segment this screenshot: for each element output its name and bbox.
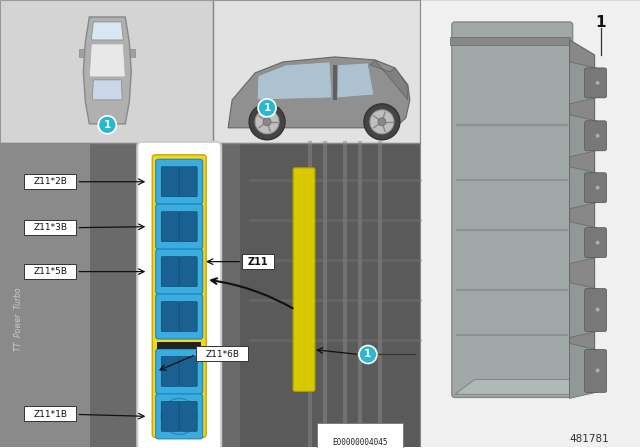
Polygon shape (257, 62, 332, 100)
Text: Z11*5B: Z11*5B (33, 267, 67, 276)
FancyBboxPatch shape (156, 159, 203, 204)
Bar (79, 49, 84, 57)
Circle shape (161, 398, 197, 435)
Text: 1: 1 (364, 349, 372, 359)
FancyBboxPatch shape (137, 142, 221, 448)
Circle shape (99, 116, 116, 134)
FancyBboxPatch shape (179, 357, 197, 387)
FancyBboxPatch shape (179, 302, 197, 332)
Bar (1, 143, 420, 448)
Polygon shape (570, 40, 595, 394)
Bar (420, 0, 639, 448)
Circle shape (596, 186, 600, 190)
Polygon shape (83, 17, 131, 124)
Text: Z11*1B: Z11*1B (33, 410, 67, 419)
Bar (1, 143, 90, 448)
FancyBboxPatch shape (584, 289, 607, 332)
FancyBboxPatch shape (179, 167, 197, 197)
Text: 1: 1 (104, 120, 111, 130)
FancyBboxPatch shape (161, 212, 179, 241)
Bar (1, 0, 213, 143)
Polygon shape (92, 80, 122, 100)
FancyBboxPatch shape (584, 173, 607, 202)
Bar (333, 65, 337, 100)
Circle shape (370, 110, 394, 134)
Circle shape (596, 81, 600, 85)
Polygon shape (570, 62, 605, 104)
Polygon shape (337, 63, 374, 98)
FancyBboxPatch shape (156, 294, 203, 339)
Text: Z11: Z11 (248, 257, 268, 267)
Text: EO0000004045: EO0000004045 (332, 438, 388, 447)
Bar (450, 37, 570, 45)
Circle shape (255, 110, 279, 134)
Bar (240, 143, 420, 448)
Text: Z11*6B: Z11*6B (205, 350, 239, 359)
Circle shape (596, 134, 600, 138)
FancyBboxPatch shape (179, 212, 197, 241)
FancyBboxPatch shape (161, 401, 179, 431)
Circle shape (596, 308, 600, 311)
Circle shape (263, 118, 271, 126)
Circle shape (258, 99, 276, 117)
Circle shape (364, 104, 400, 140)
Bar (24, 263, 76, 279)
Bar (1, 143, 420, 448)
Polygon shape (228, 57, 410, 128)
Bar (24, 174, 76, 189)
FancyBboxPatch shape (156, 349, 203, 394)
Text: 1: 1 (264, 103, 271, 113)
Bar (242, 254, 274, 269)
Polygon shape (570, 167, 605, 209)
Polygon shape (570, 283, 605, 337)
Circle shape (596, 241, 600, 245)
Bar (213, 0, 420, 143)
FancyBboxPatch shape (156, 394, 203, 439)
Bar (24, 220, 76, 235)
FancyBboxPatch shape (179, 401, 197, 431)
Bar (24, 406, 76, 422)
Polygon shape (92, 22, 124, 40)
Text: 481781: 481781 (570, 435, 609, 444)
FancyBboxPatch shape (452, 22, 573, 397)
Polygon shape (570, 344, 605, 398)
FancyBboxPatch shape (584, 228, 607, 258)
FancyBboxPatch shape (584, 121, 607, 151)
FancyBboxPatch shape (584, 349, 607, 392)
FancyBboxPatch shape (161, 257, 179, 287)
FancyBboxPatch shape (161, 357, 179, 387)
Text: Z11*2B: Z11*2B (33, 177, 67, 186)
FancyBboxPatch shape (152, 155, 206, 437)
Circle shape (249, 104, 285, 140)
FancyBboxPatch shape (584, 68, 607, 98)
Bar (196, 346, 248, 362)
Text: TT  Power  Turbo: TT Power Turbo (14, 288, 23, 351)
Text: 1: 1 (595, 15, 606, 30)
Text: Z11*3B: Z11*3B (33, 223, 67, 232)
Polygon shape (370, 60, 408, 100)
FancyBboxPatch shape (156, 249, 203, 294)
Polygon shape (90, 44, 125, 77)
FancyBboxPatch shape (293, 168, 315, 392)
FancyBboxPatch shape (161, 167, 179, 197)
Bar (157, 341, 201, 349)
Polygon shape (570, 222, 605, 263)
FancyBboxPatch shape (179, 257, 197, 287)
FancyBboxPatch shape (156, 204, 203, 249)
Bar (131, 49, 135, 57)
FancyBboxPatch shape (161, 302, 179, 332)
Circle shape (378, 118, 386, 126)
Polygon shape (570, 115, 605, 157)
Circle shape (596, 368, 600, 372)
Polygon shape (455, 379, 589, 394)
Circle shape (359, 345, 377, 363)
